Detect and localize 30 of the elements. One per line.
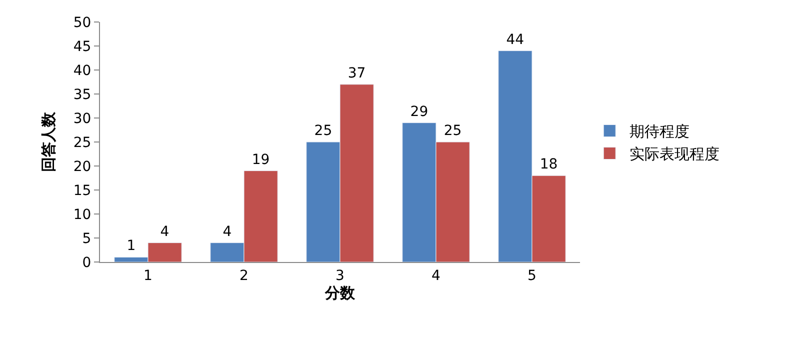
x-tick-label: 3 <box>336 268 344 284</box>
x-tick-label: 5 <box>528 268 536 284</box>
y-tick-label: 25 <box>73 134 92 151</box>
y-tick-label: 5 <box>82 230 92 247</box>
legend-label: 期待程度 <box>630 122 690 141</box>
data-label: 25 <box>444 123 462 139</box>
x-tick-label: 4 <box>432 268 441 284</box>
legend-label: 实际表现程度 <box>630 145 720 164</box>
x-tick-label: 1 <box>144 268 152 284</box>
data-label: 25 <box>314 123 332 139</box>
y-tick-label: 50 <box>73 14 92 31</box>
y-tick-label: 40 <box>73 62 92 79</box>
y-tick-label: 15 <box>73 182 92 199</box>
y-tick-label: 35 <box>73 86 92 103</box>
y-tick-label: 20 <box>73 158 92 175</box>
y-axis-title: 回答人数 <box>40 111 58 172</box>
y-tick-label: 0 <box>82 254 92 271</box>
data-label: 19 <box>252 152 270 168</box>
x-axis-title: 分数 <box>324 284 356 302</box>
data-label: 37 <box>348 65 366 82</box>
data-label: 18 <box>540 156 558 173</box>
y-tick-label: 45 <box>73 38 92 55</box>
data-label: 44 <box>506 32 524 48</box>
x-tick-label: 2 <box>240 268 248 284</box>
y-tick-label: 30 <box>73 110 92 127</box>
y-tick-label: 10 <box>73 206 92 223</box>
data-label: 1 <box>126 238 136 254</box>
data-label: 4 <box>222 224 232 240</box>
data-label: 4 <box>160 224 170 240</box>
data-label: 29 <box>410 104 428 120</box>
